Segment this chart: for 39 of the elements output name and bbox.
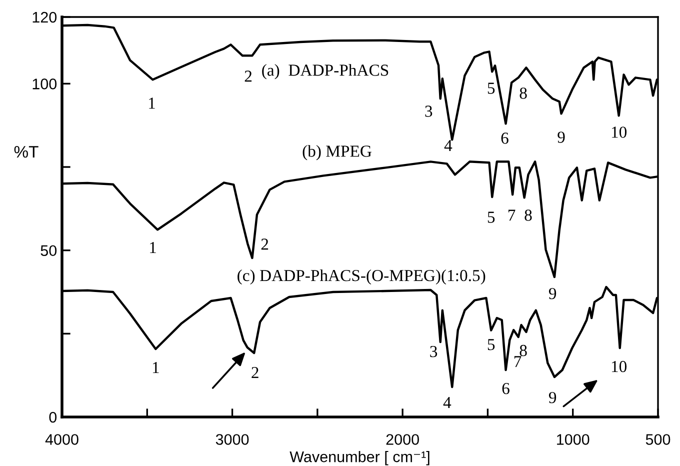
annotation: 3: [425, 106, 432, 117]
annotation: 5: [488, 339, 495, 350]
annotation: 9: [558, 132, 565, 143]
annotation: (a) DADP-PhACS: [262, 64, 388, 80]
annotation: 9: [548, 288, 556, 300]
annotation: 2: [261, 238, 268, 250]
annotation: 9: [548, 392, 556, 404]
annotation: 7: [514, 356, 522, 368]
annotation: 4: [444, 140, 452, 152]
annotation: 4: [443, 397, 452, 408]
annotation: 3: [430, 346, 438, 358]
y-tick-label: 100: [32, 78, 57, 90]
annotation: 1: [150, 242, 156, 254]
annotation: 1: [149, 98, 155, 109]
annotation: 6: [502, 382, 510, 394]
annotation: (b) MPEG: [302, 145, 372, 160]
annotation: 8: [524, 210, 532, 221]
annotation: 6: [501, 132, 508, 144]
x-tick-label: 2000: [386, 434, 419, 445]
annotation: 10: [612, 126, 627, 138]
annotation: 1: [152, 362, 159, 374]
y-tick-label: 0: [49, 412, 57, 423]
y-axis-title: %T: [14, 146, 38, 158]
annotation: 5: [488, 82, 495, 94]
annotation: 5: [488, 212, 495, 223]
annotation: 8: [520, 344, 527, 356]
y-tick-label: 50: [40, 245, 57, 256]
annotation: 2: [244, 70, 252, 82]
annotation: 8: [520, 88, 527, 99]
y-tick-label: 120: [32, 12, 57, 23]
annotation: (c) DADP-PhACS-(O-MPEG)(1:0.5): [238, 269, 486, 285]
x-axis-title: Wavenumber [ cm⁻¹]: [290, 451, 430, 466]
x-tick-label: 3000: [216, 434, 249, 445]
annotation: 2: [252, 366, 258, 378]
x-tick-label: 4000: [45, 434, 78, 445]
x-tick-label: 1000: [557, 434, 590, 445]
annotation: 7: [508, 210, 516, 221]
x-tick-label: 500: [646, 434, 670, 445]
annotation: 10: [612, 360, 627, 372]
